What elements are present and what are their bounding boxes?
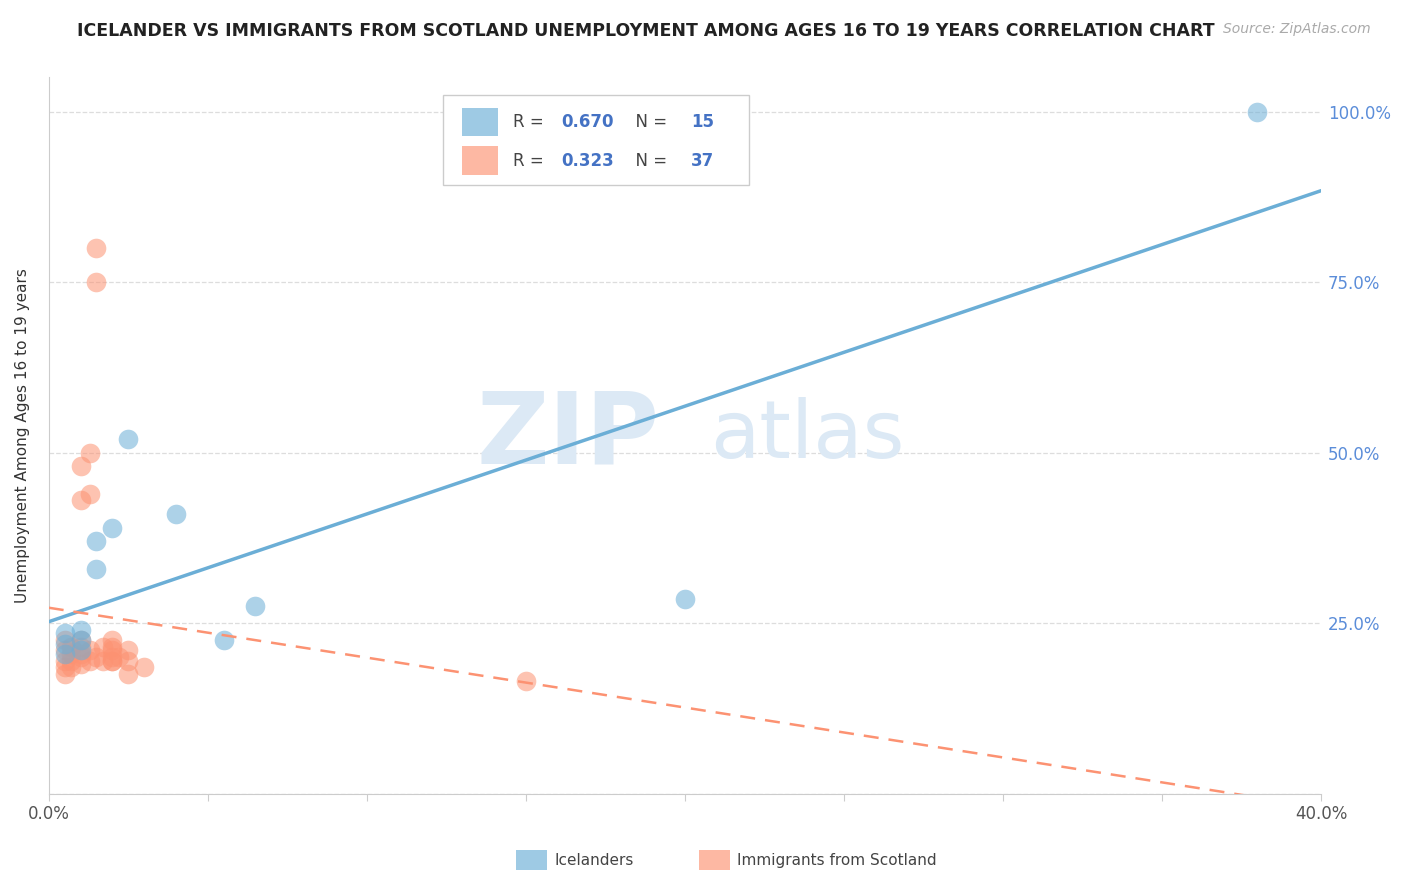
Y-axis label: Unemployment Among Ages 16 to 19 years: Unemployment Among Ages 16 to 19 years — [15, 268, 30, 603]
Point — [101, 654, 124, 668]
Point — [69, 493, 91, 508]
Point — [101, 650, 124, 665]
Point — [60, 654, 83, 668]
Point — [69, 657, 91, 671]
Point — [53, 633, 76, 648]
Point — [60, 640, 83, 654]
Text: N =: N = — [626, 113, 672, 131]
Text: 0.670: 0.670 — [561, 113, 614, 131]
Point — [86, 534, 108, 549]
Point — [69, 633, 91, 648]
Point — [69, 640, 91, 654]
Point — [53, 660, 76, 674]
Point — [53, 654, 76, 668]
Point — [117, 654, 139, 668]
Text: Icelanders: Icelanders — [554, 854, 634, 868]
Point — [101, 654, 124, 668]
Point — [53, 643, 76, 657]
Point — [101, 640, 124, 654]
Point — [86, 650, 108, 665]
Point — [101, 633, 124, 648]
Point — [69, 459, 91, 474]
Bar — [463, 146, 498, 175]
Point — [86, 275, 108, 289]
Point — [69, 633, 91, 648]
Text: 37: 37 — [692, 152, 714, 169]
Bar — [463, 108, 498, 136]
Point — [53, 626, 76, 640]
Point — [79, 445, 101, 459]
Text: ZIP: ZIP — [477, 387, 659, 484]
Text: ICELANDER VS IMMIGRANTS FROM SCOTLAND UNEMPLOYMENT AMONG AGES 16 TO 19 YEARS COR: ICELANDER VS IMMIGRANTS FROM SCOTLAND UN… — [77, 22, 1215, 40]
Text: R =: R = — [513, 113, 550, 131]
Point — [117, 432, 139, 446]
Text: Source: ZipAtlas.com: Source: ZipAtlas.com — [1223, 22, 1371, 37]
Point — [165, 507, 187, 521]
Text: 0.323: 0.323 — [561, 152, 614, 169]
Point — [53, 647, 76, 661]
Point — [60, 647, 83, 661]
Point — [117, 643, 139, 657]
Text: Immigrants from Scotland: Immigrants from Scotland — [737, 854, 936, 868]
Point — [107, 650, 129, 665]
Point — [69, 650, 91, 665]
Point — [86, 241, 108, 255]
Point — [101, 521, 124, 535]
Point — [1246, 104, 1268, 119]
Point — [69, 623, 91, 637]
Point — [53, 637, 76, 651]
Point — [134, 660, 156, 674]
Point — [60, 660, 83, 674]
Text: N =: N = — [626, 152, 672, 169]
Point — [117, 667, 139, 681]
Point — [212, 633, 235, 648]
Point — [91, 640, 114, 654]
Point — [69, 647, 91, 661]
Text: R =: R = — [513, 152, 550, 169]
Point — [673, 592, 696, 607]
Point — [79, 643, 101, 657]
Text: atlas: atlas — [710, 397, 904, 475]
Point — [91, 654, 114, 668]
Point — [86, 561, 108, 575]
Point — [69, 643, 91, 657]
Point — [101, 643, 124, 657]
Text: 15: 15 — [692, 113, 714, 131]
Point — [515, 674, 537, 689]
Point — [79, 486, 101, 500]
Point — [79, 654, 101, 668]
FancyBboxPatch shape — [443, 95, 748, 185]
Point — [245, 599, 267, 613]
Point — [53, 667, 76, 681]
